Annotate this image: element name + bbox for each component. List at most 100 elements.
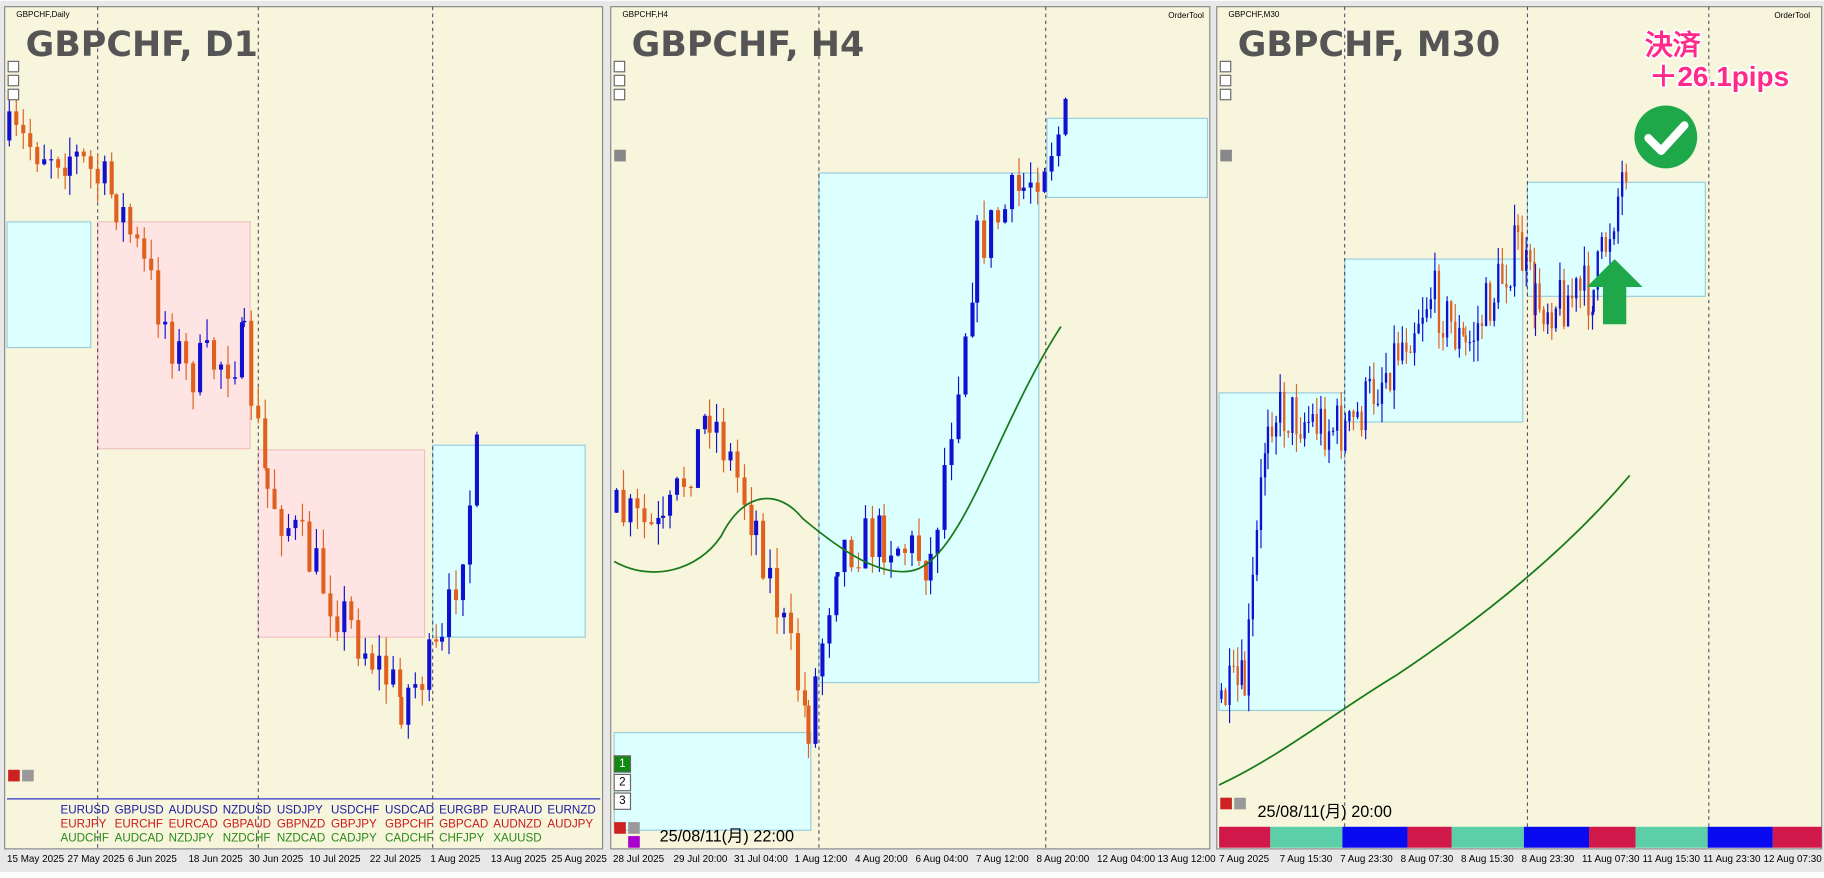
scroll-button[interactable]	[1219, 88, 1232, 101]
candle	[989, 210, 994, 258]
candle	[156, 270, 161, 325]
candle	[761, 520, 766, 579]
pair-button[interactable]: AUDCHF	[60, 831, 108, 844]
candle	[1247, 619, 1250, 696]
scroll-button[interactable]	[1219, 60, 1232, 73]
scroll-button[interactable]	[7, 88, 20, 101]
pair-button[interactable]: CADCHF	[385, 831, 433, 844]
layer-button-label[interactable]: 3	[619, 794, 625, 807]
pair-button[interactable]: GBPCAD	[439, 818, 488, 831]
close-button[interactable]	[614, 822, 626, 834]
min-button[interactable]	[1234, 797, 1246, 810]
pair-button[interactable]: AUDNZD	[493, 818, 541, 831]
pair-button[interactable]: EURNZD	[547, 804, 595, 817]
candle	[835, 572, 840, 577]
timestamp: 25/08/11(月) 22:00	[660, 828, 794, 846]
candle	[321, 548, 326, 594]
controls[interactable]	[7, 60, 1246, 848]
pair-button[interactable]: GBPCHF	[385, 818, 433, 831]
tool-label[interactable]: OrderTool	[1168, 11, 1204, 20]
pair-button[interactable]: NZDUSD	[223, 804, 271, 817]
pair-button[interactable]: AUDCAD	[115, 831, 164, 844]
candle	[842, 539, 847, 573]
pair-button[interactable]: GBPAUD	[223, 818, 271, 831]
pair-button[interactable]: GBPJPY	[331, 818, 377, 831]
date-label: 27 May 2025	[67, 854, 125, 865]
candle	[1279, 391, 1282, 423]
layer-button-label[interactable]: 2	[619, 776, 625, 789]
candle	[1255, 530, 1259, 575]
candle	[928, 553, 933, 581]
pair-button[interactable]: GBPNZD	[277, 818, 325, 831]
pair-button[interactable]: USDCHF	[331, 804, 379, 817]
scroll-button[interactable]	[1219, 74, 1232, 87]
scroll-button[interactable]	[7, 74, 20, 87]
check-icon	[1634, 105, 1698, 169]
tool-button[interactable]	[1220, 149, 1232, 162]
candle	[377, 655, 382, 670]
candle	[806, 705, 811, 744]
scroll-button[interactable]	[613, 88, 626, 101]
strip-cell	[1707, 826, 1773, 848]
candle	[225, 364, 231, 379]
tool-label[interactable]: OrderTool	[1774, 11, 1810, 20]
date-label: 6 Jun 2025	[128, 854, 177, 865]
date-label: 13 Aug 12:00	[1157, 854, 1216, 865]
candle	[1063, 98, 1068, 135]
candle	[1616, 196, 1620, 232]
min-button[interactable]	[22, 769, 34, 782]
candle	[1295, 397, 1298, 435]
timestamp: 25/08/11(月) 20:00	[1257, 803, 1391, 821]
check-mark	[1644, 121, 1689, 155]
candle	[35, 146, 40, 165]
tool-button[interactable]	[628, 836, 640, 848]
pair-button[interactable]: NZDCHF	[223, 831, 271, 844]
candle	[81, 151, 86, 157]
layer-button[interactable]	[613, 755, 632, 773]
pair-button[interactable]: CHFJPY	[439, 831, 484, 844]
pair-button[interactable]: USDJPY	[277, 804, 323, 817]
pair-button[interactable]: EURUSD	[60, 804, 109, 817]
layer-button[interactable]	[613, 792, 632, 810]
pair-button[interactable]: EURJPY	[60, 818, 106, 831]
scroll-button[interactable]	[613, 60, 626, 73]
pair-button[interactable]: XAUUSD	[493, 831, 541, 844]
candle	[184, 341, 189, 364]
candle	[889, 555, 894, 563]
candle	[413, 684, 418, 688]
candle	[128, 206, 133, 235]
pair-button[interactable]: EURCHF	[115, 818, 163, 831]
date-label: 1 Aug 2025	[430, 854, 480, 865]
candle	[279, 509, 284, 536]
pair-button[interactable]: EURGBP	[439, 804, 488, 817]
pair-button[interactable]: NZDJPY	[169, 831, 214, 844]
pair-button[interactable]: AUDJPY	[547, 818, 593, 831]
pair-button[interactable]: AUDUSD	[169, 804, 218, 817]
candle	[1562, 280, 1566, 327]
layer-button-label[interactable]: 1	[619, 757, 625, 770]
scroll-button[interactable]	[613, 74, 626, 87]
pair-button[interactable]: GBPUSD	[115, 804, 164, 817]
close-button[interactable]	[1220, 797, 1232, 810]
candle	[1425, 309, 1428, 318]
close-button[interactable]	[8, 769, 20, 782]
date-label: 11 Aug 23:30	[1703, 854, 1761, 865]
candle	[1397, 343, 1400, 361]
candle	[191, 363, 196, 393]
candle	[1360, 411, 1363, 431]
candle	[198, 342, 203, 393]
pair-button[interactable]: CADJPY	[331, 831, 377, 844]
strip-cell	[1589, 826, 1636, 848]
annotation: ＋26.1pips	[1650, 61, 1790, 92]
tool-button[interactable]	[614, 149, 626, 162]
layer-button[interactable]	[613, 773, 632, 792]
candle	[863, 518, 868, 569]
scroll-button[interactable]	[7, 60, 20, 73]
pair-button[interactable]: USDCAD	[385, 804, 434, 817]
candle	[142, 238, 147, 259]
pair-button[interactable]: NZDCAD	[277, 831, 325, 844]
pair-button[interactable]: EURAUD	[493, 804, 542, 817]
pair-button[interactable]: EURCAD	[169, 818, 218, 831]
panel-caption: GBPCHF,H4	[622, 10, 668, 19]
min-button[interactable]	[628, 822, 640, 834]
